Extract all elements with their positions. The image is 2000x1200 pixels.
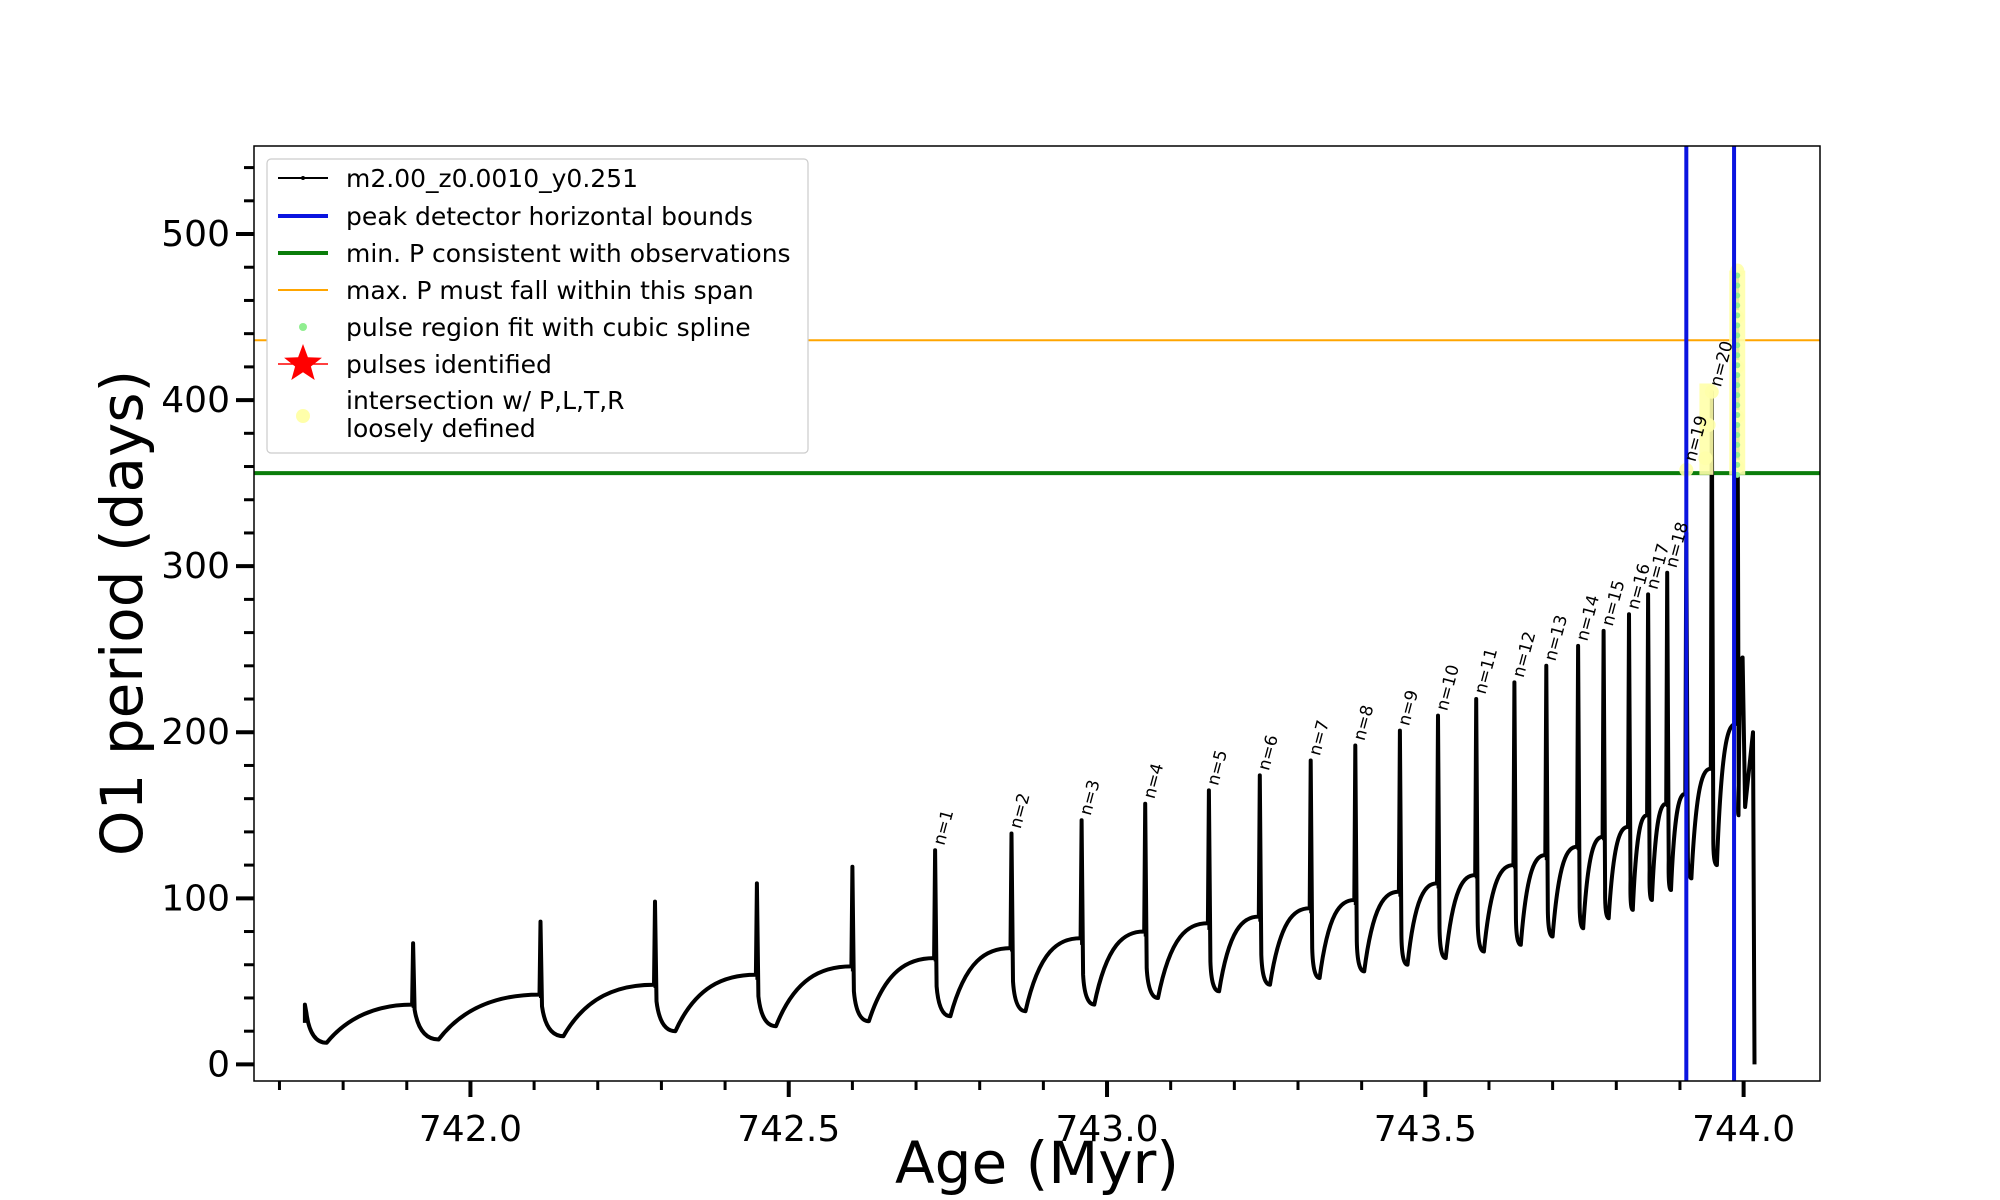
pulse-label-5: n=5 xyxy=(1203,748,1232,788)
y-tick-label-300: 300 xyxy=(161,546,230,587)
pulse-label-3: n=3 xyxy=(1076,778,1105,818)
x-tick-label-742.5: 742.5 xyxy=(737,1109,840,1150)
legend: m2.00_z0.0010_y0.251 peak detector horiz… xyxy=(266,158,809,454)
pulse-label-2: n=2 xyxy=(1006,791,1035,831)
pulse-label-4: n=4 xyxy=(1140,761,1169,801)
legend-entry-max-p: max. P must fall within this span xyxy=(278,276,754,305)
legend-swatch-pulses-star xyxy=(284,344,322,380)
legend-label-series: m2.00_z0.0010_y0.251 xyxy=(346,164,638,193)
y-tick-label-0: 0 xyxy=(207,1044,230,1085)
pulse-label-11: n=11 xyxy=(1471,646,1502,696)
pulse-label-13: n=13 xyxy=(1541,613,1572,663)
series-line xyxy=(302,273,1757,1065)
x-tick-label-743.5: 743.5 xyxy=(1374,1109,1477,1150)
y-tick-label-100: 100 xyxy=(161,878,230,919)
pulse-label-1: n=1 xyxy=(930,808,959,848)
legend-label-intersection-line2: loosely defined xyxy=(346,414,536,443)
y-tick-label-200: 200 xyxy=(161,712,230,753)
legend-entry-series: m2.00_z0.0010_y0.251 xyxy=(278,164,638,193)
x-tick-label-742.0: 742.0 xyxy=(419,1109,522,1150)
legend-swatch-intersection xyxy=(296,409,310,423)
y-axis-label: O1 period (days) xyxy=(88,370,156,856)
legend-label-spline: pulse region fit with cubic spline xyxy=(346,313,751,342)
legend-label-intersection: intersection w/ P,L,T,R xyxy=(346,386,625,415)
legend-box xyxy=(266,158,809,454)
legend-entry-spline: pulse region fit with cubic spline xyxy=(299,313,751,342)
pulse-label-12: n=12 xyxy=(1509,629,1540,679)
intersection-band-n19 xyxy=(1699,383,1714,475)
pulse-label-6: n=6 xyxy=(1254,733,1283,773)
legend-entry-pulses: pulses identified xyxy=(278,344,552,380)
legend-label-max-p: max. P must fall within this span xyxy=(346,276,754,305)
x-axis-label: Age (Myr) xyxy=(895,1129,1179,1197)
legend-label-pulses: pulses identified xyxy=(346,350,552,379)
plot-frame xyxy=(253,145,1821,1082)
legend-entry-intersection: intersection w/ P,L,T,R loosely defined xyxy=(296,386,625,443)
pulse-label-7: n=7 xyxy=(1305,718,1334,758)
legend-label-min-p: min. P consistent with observations xyxy=(346,239,791,268)
x-tick-label-743.0: 743.0 xyxy=(1055,1109,1158,1150)
pulse-label-9: n=9 xyxy=(1394,688,1423,728)
legend-entry-bounds: peak detector horizontal bounds xyxy=(278,202,753,231)
y-tick-label-500: 500 xyxy=(161,214,230,255)
legend-entry-min-p: min. P consistent with observations xyxy=(278,239,791,268)
pulse-label-8: n=8 xyxy=(1350,703,1379,743)
legend-swatch-series-marker xyxy=(301,176,305,180)
x-tick-label-744.0: 744.0 xyxy=(1692,1109,1795,1150)
pulse-label-10: n=10 xyxy=(1433,663,1464,713)
legend-swatch-spline xyxy=(299,323,307,331)
y-tick-label-400: 400 xyxy=(161,380,230,421)
legend-label-bounds: peak detector horizontal bounds xyxy=(346,202,753,231)
